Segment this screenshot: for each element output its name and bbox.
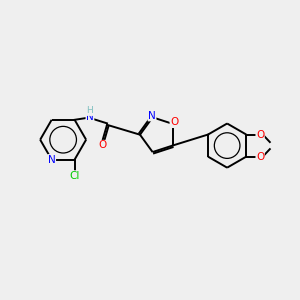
Text: O: O bbox=[170, 118, 178, 128]
Text: N: N bbox=[148, 111, 156, 121]
Text: N: N bbox=[86, 112, 94, 122]
Text: Cl: Cl bbox=[69, 171, 80, 181]
Text: N: N bbox=[48, 154, 56, 165]
Text: O: O bbox=[98, 140, 106, 150]
Text: O: O bbox=[256, 152, 264, 162]
Text: O: O bbox=[256, 130, 264, 140]
Text: H: H bbox=[87, 106, 93, 116]
